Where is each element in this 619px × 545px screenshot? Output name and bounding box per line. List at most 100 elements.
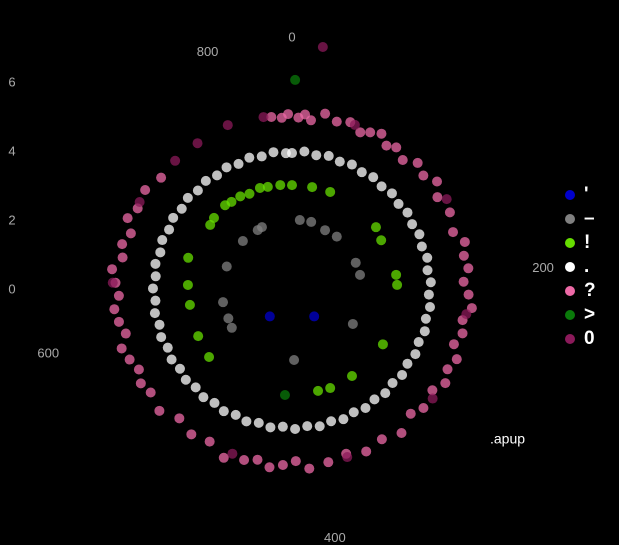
point <box>252 454 263 465</box>
point <box>218 452 229 463</box>
point <box>264 462 275 473</box>
point <box>377 339 388 350</box>
point <box>402 358 413 369</box>
point <box>396 427 407 438</box>
point <box>230 409 241 420</box>
point <box>350 257 361 268</box>
point <box>147 283 158 294</box>
point <box>227 448 238 459</box>
point <box>427 393 438 404</box>
point <box>355 269 366 280</box>
point <box>416 241 427 252</box>
point <box>233 158 244 169</box>
point <box>381 140 392 151</box>
point <box>140 184 151 195</box>
point <box>457 328 468 339</box>
legend-marker <box>565 286 575 296</box>
point <box>365 127 376 138</box>
point <box>262 181 273 192</box>
point <box>156 332 167 343</box>
point <box>290 74 301 85</box>
point <box>180 374 191 385</box>
legend-label: > <box>584 304 595 325</box>
legend-label: ! <box>584 232 590 253</box>
point <box>223 313 234 324</box>
point <box>218 406 229 417</box>
point <box>275 180 286 191</box>
point <box>186 429 197 440</box>
point <box>268 147 279 158</box>
point <box>320 225 331 236</box>
point <box>256 151 267 162</box>
point <box>323 150 334 161</box>
point <box>376 434 387 445</box>
point <box>174 413 185 424</box>
point <box>342 452 353 463</box>
legend-marker <box>565 310 575 320</box>
point <box>413 337 424 348</box>
point <box>226 322 237 333</box>
point <box>145 387 156 398</box>
point <box>149 308 160 319</box>
point <box>317 41 328 52</box>
r-tick-label: 2 <box>8 212 15 227</box>
point <box>134 197 145 208</box>
point <box>386 188 397 199</box>
point <box>412 157 423 168</box>
point <box>360 403 371 414</box>
point <box>125 228 136 239</box>
point <box>448 227 459 238</box>
point <box>120 328 131 339</box>
point <box>107 264 118 275</box>
point <box>124 354 135 365</box>
point <box>237 236 248 247</box>
point <box>265 422 276 433</box>
point <box>320 108 331 119</box>
point <box>116 343 127 354</box>
point <box>184 299 195 310</box>
legend-marker <box>565 190 575 200</box>
point <box>422 265 433 276</box>
point <box>410 349 421 360</box>
point <box>277 421 288 432</box>
point <box>441 194 452 205</box>
point <box>304 463 315 474</box>
point <box>222 120 233 131</box>
point <box>256 222 267 233</box>
theta-tick-label: 0 <box>288 29 295 44</box>
point <box>334 156 345 167</box>
point <box>176 203 187 214</box>
theta-tick-label: 200 <box>532 260 554 275</box>
point <box>235 191 246 202</box>
legend-marker <box>565 238 575 248</box>
point <box>458 276 469 287</box>
point <box>299 146 310 157</box>
point <box>425 277 436 288</box>
legend-label: – <box>584 208 595 229</box>
legend-marker <box>565 334 575 344</box>
point <box>254 182 265 193</box>
r-tick-label: 0 <box>8 281 15 296</box>
point <box>376 181 387 192</box>
point <box>331 116 342 127</box>
point <box>162 342 173 353</box>
point <box>133 364 144 375</box>
theta-tick-label: 400 <box>324 530 346 545</box>
point <box>192 185 203 196</box>
theta-tick-label: 600 <box>37 345 59 360</box>
point <box>166 354 177 365</box>
point <box>461 309 472 320</box>
point <box>418 170 429 181</box>
point <box>289 355 300 366</box>
point <box>294 215 305 226</box>
point <box>414 229 425 240</box>
point <box>369 394 380 405</box>
point <box>346 371 357 382</box>
point <box>459 236 470 247</box>
point <box>380 388 391 399</box>
point <box>204 436 215 447</box>
r-tick-label: 4 <box>8 143 15 158</box>
point <box>155 247 166 258</box>
